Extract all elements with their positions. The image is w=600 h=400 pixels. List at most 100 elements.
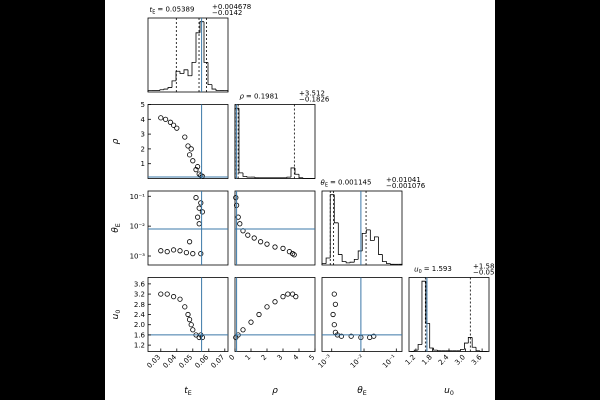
axis-label: u0 xyxy=(444,386,454,397)
x-tick-label: 0.04 xyxy=(162,353,179,370)
histogram-step xyxy=(199,21,204,33)
histogram-step xyxy=(215,89,220,91)
histogram-step xyxy=(333,194,339,224)
sample-point xyxy=(188,322,194,328)
y-tick-label: 10⁻¹ xyxy=(130,193,146,201)
x-tick-label: 4 xyxy=(292,353,301,362)
panel-frame xyxy=(321,277,403,352)
histogram-step xyxy=(349,261,355,263)
histogram-step xyxy=(195,32,200,63)
error-plus: +0.01041 xyxy=(386,176,421,184)
sample-point xyxy=(158,115,164,121)
histogram-step xyxy=(386,261,391,264)
sample-point xyxy=(199,209,205,215)
histogram-step xyxy=(298,174,303,179)
sample-point xyxy=(256,311,262,318)
sample-point xyxy=(272,244,278,250)
sample-point xyxy=(182,304,188,310)
sample-point xyxy=(245,232,251,238)
histogram-step xyxy=(286,176,291,178)
panel-frame xyxy=(234,104,316,179)
histogram-step xyxy=(429,323,434,349)
panel-title: tE = 0.05389 xyxy=(150,5,195,15)
histogram-step xyxy=(234,107,239,179)
x-tick-label: 3.6 xyxy=(470,353,484,367)
symbol: ρ xyxy=(111,138,121,144)
sample-point xyxy=(330,311,336,318)
sample-point xyxy=(163,116,169,122)
x-tick-label: 2.4 xyxy=(437,353,451,367)
symbol: θ xyxy=(321,179,326,187)
sample-point xyxy=(348,333,354,339)
histogram-step xyxy=(238,108,243,174)
title-error: −0.001076 xyxy=(386,182,426,190)
histogram-step xyxy=(417,344,422,351)
sample-point xyxy=(251,235,257,241)
panel-title: u0 = 1.593 xyxy=(414,265,452,275)
title-value: = 1.593 xyxy=(424,265,452,273)
x-tick-label: 10⁻² xyxy=(349,353,366,370)
histogram-step xyxy=(353,258,359,263)
sample-point xyxy=(280,294,286,300)
x-tick-label: 10⁻³ xyxy=(317,353,334,370)
sample-point xyxy=(240,327,246,333)
histogram-step xyxy=(467,337,473,344)
histogram-step xyxy=(471,337,477,348)
sample-point xyxy=(177,296,183,302)
y-tick-label: 2.4 xyxy=(134,311,146,319)
x-tick-label: 3 xyxy=(276,353,285,362)
y-tick-label: 10⁻² xyxy=(130,223,146,231)
histogram-step xyxy=(337,222,343,255)
sample-point xyxy=(198,200,204,206)
y-tick-label: 10⁻³ xyxy=(130,253,146,261)
histogram-step xyxy=(369,229,375,241)
histogram-step xyxy=(390,263,395,265)
title-error: +0.01041 xyxy=(386,176,421,184)
sample-point xyxy=(233,334,239,341)
histogram-step xyxy=(207,62,212,85)
histogram-step xyxy=(302,177,307,179)
histogram-step xyxy=(341,254,347,262)
error-plus: +1.58 xyxy=(473,263,494,271)
y-tick-label: 2.0 xyxy=(134,321,145,329)
sample-point xyxy=(171,247,177,253)
axis-label: θE xyxy=(111,223,122,233)
symbol: θ xyxy=(111,227,121,233)
histogram-step xyxy=(421,280,426,345)
histogram-step xyxy=(171,80,176,88)
subscript: 0 xyxy=(115,310,122,314)
histogram-step xyxy=(254,177,259,179)
x-tick-label: 1.8 xyxy=(420,353,434,367)
histogram-step xyxy=(224,90,229,92)
histogram-step xyxy=(374,236,379,241)
histogram-step xyxy=(321,263,327,265)
y-tick-label: 2.8 xyxy=(134,301,145,309)
sample-point xyxy=(187,317,193,323)
right-bar xyxy=(495,0,600,400)
sample-point xyxy=(264,304,270,310)
histogram-step xyxy=(460,348,465,351)
histogram-step xyxy=(357,250,363,260)
histogram-step xyxy=(159,89,164,91)
sample-point xyxy=(198,251,204,257)
sample-point xyxy=(248,319,254,325)
title-error: −0.0142 xyxy=(212,9,242,17)
sample-point xyxy=(183,250,189,256)
axis-label: ρ xyxy=(111,138,121,144)
histogram-step xyxy=(290,167,295,178)
y-tick-label: 2 xyxy=(141,145,145,153)
histogram-step xyxy=(147,90,152,92)
axis-label: tE xyxy=(184,386,192,397)
histogram-step xyxy=(203,21,208,63)
histogram-step xyxy=(211,84,216,90)
panel-title: θE = 0.001145 xyxy=(321,178,372,188)
histogram-step xyxy=(191,62,196,76)
sample-point xyxy=(233,195,239,201)
error-plus: +0.004678 xyxy=(212,3,251,11)
sample-point xyxy=(171,294,177,300)
panel-frame xyxy=(147,277,229,352)
sample-point xyxy=(371,333,377,339)
histogram-step xyxy=(242,172,247,177)
y-tick-label: 1 xyxy=(141,160,145,168)
title-error: −0.05024 xyxy=(473,269,508,277)
